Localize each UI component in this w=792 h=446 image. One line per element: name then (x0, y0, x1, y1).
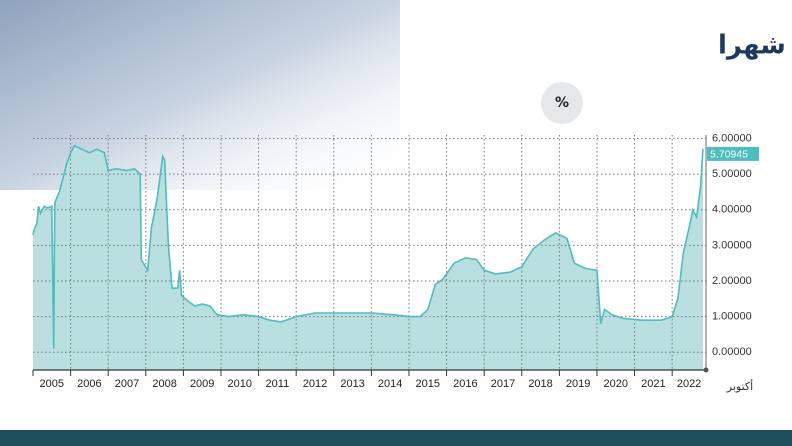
line (32, 144, 704, 349)
last-value-label: 5.70945 (710, 149, 748, 161)
x-tick-label: 2009 (190, 378, 214, 390)
x-tick-label: 2005 (40, 378, 64, 390)
y-tick-label: 3.00000 (712, 239, 752, 251)
x-end-label: أكتوبر (726, 379, 753, 393)
y-tick-label: 0.00000 (712, 346, 752, 358)
y-tick-label: 4.00000 (712, 204, 752, 216)
y-tick-label: 2.00000 (712, 275, 752, 287)
x-tick-label: 2010 (228, 378, 252, 390)
x-tick-label: 2008 (152, 378, 176, 390)
x-tick-label: 2021 (641, 378, 665, 390)
x-tick-label: 2012 (303, 378, 327, 390)
x-tick-label: 2020 (604, 378, 628, 390)
x-tick-label: 2007 (115, 378, 139, 390)
y-unit: % (555, 95, 569, 111)
x-tick-label: 2018 (528, 378, 552, 390)
y-tick-label: 5.00000 (712, 168, 752, 180)
header-image (0, 0, 400, 190)
x-tick-label: 2013 (340, 378, 364, 390)
footer-bar (0, 430, 792, 446)
x-tick-label: 2017 (491, 378, 515, 390)
x-tick-label: 2016 (453, 378, 477, 390)
unit-badge (541, 82, 583, 124)
x-tick-label: 2015 (416, 378, 440, 390)
x-tick-label: 2011 (266, 378, 290, 390)
area (33, 145, 703, 370)
x-tick-label: 2022 (677, 378, 701, 390)
y-tick-label: 6.00000 (712, 132, 752, 144)
chart-title: حركة السايبور لأجل 12 شهرا (718, 29, 792, 61)
x-tick-label: 2014 (378, 378, 402, 390)
x-tick-label: 2006 (77, 378, 101, 390)
y-tick-label: 1.00000 (712, 310, 752, 322)
last-value-box (707, 146, 759, 161)
x-tick-label: 2019 (566, 378, 590, 390)
